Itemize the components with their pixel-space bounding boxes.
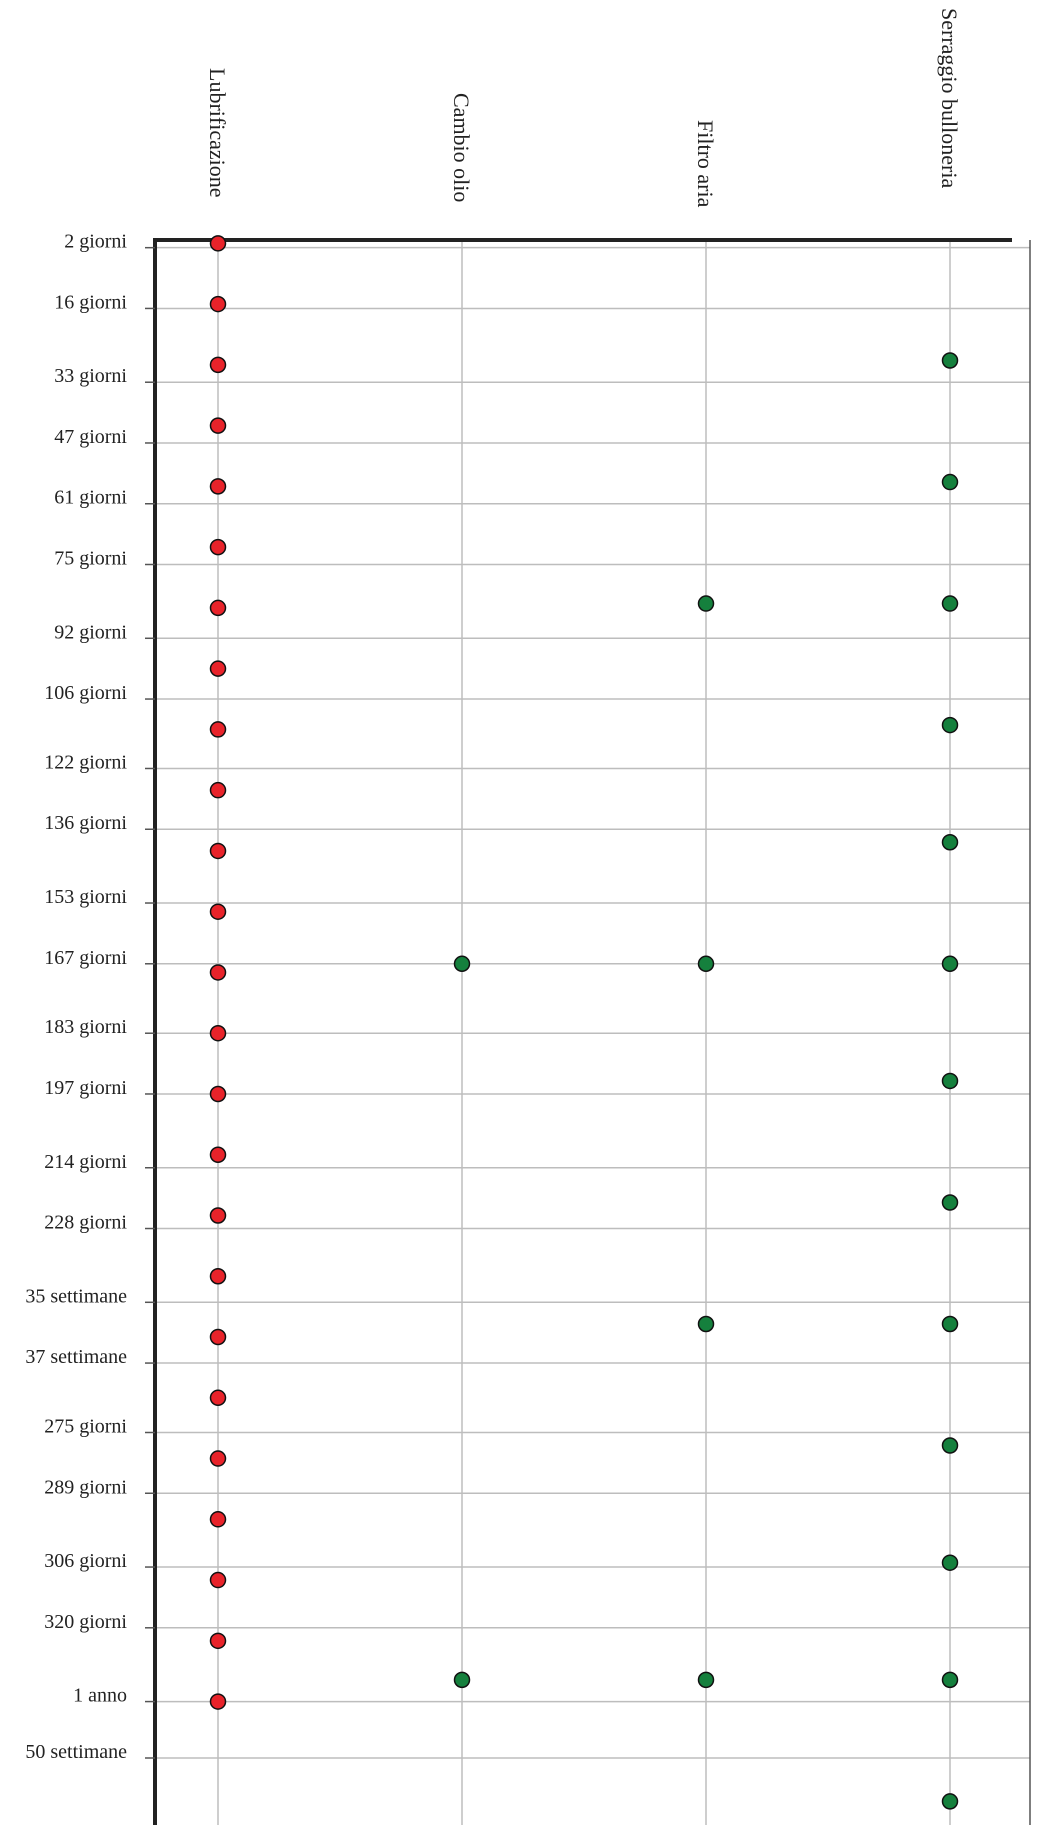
y-tick-label: 35 settimane xyxy=(25,1285,127,1307)
column-label: Lubrificazione xyxy=(205,68,230,198)
data-point xyxy=(209,356,227,374)
data-points xyxy=(209,235,959,1810)
data-point xyxy=(209,660,227,677)
plot-frame xyxy=(153,238,1031,1825)
data-point xyxy=(209,1328,227,1346)
data-point xyxy=(209,964,227,981)
data-point xyxy=(209,1389,227,1407)
y-tick-label: 122 giorni xyxy=(44,751,127,773)
data-point xyxy=(941,1072,959,1090)
data-point xyxy=(941,1315,959,1333)
y-tick-label: 153 giorni xyxy=(44,886,127,908)
data-point xyxy=(209,1693,227,1710)
y-tick-label: 50 settimane xyxy=(25,1741,127,1763)
data-point xyxy=(209,599,227,617)
data-point xyxy=(209,295,227,313)
data-point xyxy=(209,1146,227,1163)
y-tick-label: 106 giorni xyxy=(44,682,127,704)
data-point xyxy=(209,235,227,252)
data-point xyxy=(697,595,715,612)
horizontal-gridlines xyxy=(155,246,1030,1759)
data-point xyxy=(209,1085,227,1103)
y-tick-label: 16 giorni xyxy=(54,291,127,313)
data-point xyxy=(453,1671,471,1689)
data-point xyxy=(941,1671,959,1689)
data-point xyxy=(209,1268,227,1285)
data-point xyxy=(941,1194,959,1211)
data-point xyxy=(209,1024,227,1042)
data-point xyxy=(697,1315,715,1333)
data-point xyxy=(209,781,227,799)
data-point xyxy=(209,842,227,860)
y-tick-label: 320 giorni xyxy=(44,1611,127,1633)
y-tick-label: 2 giorni xyxy=(64,231,127,253)
data-point xyxy=(209,417,227,434)
data-point xyxy=(209,1511,227,1528)
y-tick-label: 228 giorni xyxy=(44,1212,127,1234)
data-point xyxy=(209,1571,227,1589)
y-tick-label: 47 giorni xyxy=(54,426,127,448)
data-point xyxy=(941,352,959,369)
data-point xyxy=(209,538,227,556)
y-tick-label: 275 giorni xyxy=(44,1416,127,1438)
column-label: Serraggio bulloneria xyxy=(937,8,962,188)
data-point xyxy=(697,1671,715,1689)
column-label: Cambio olio xyxy=(449,93,474,202)
y-tick-label: 306 giorni xyxy=(44,1550,127,1572)
y-tick-label: 92 giorni xyxy=(54,621,127,643)
y-tick-label: 183 giorni xyxy=(44,1016,127,1038)
column-labels: Lubrificazione Cambio olio Filtro aria Serr… xyxy=(205,8,962,208)
column-label: Filtro aria xyxy=(693,120,718,208)
data-point xyxy=(697,955,715,973)
data-point xyxy=(941,1437,959,1454)
y-axis-tick-labels: 2 giorni 16 giorni 33 giorni 47 giorni 61 gi… xyxy=(25,231,155,1763)
data-point xyxy=(209,1450,227,1467)
data-point xyxy=(209,903,227,920)
data-point xyxy=(209,1207,227,1224)
data-point xyxy=(941,955,959,973)
y-tick-label: 214 giorni xyxy=(44,1151,127,1173)
data-point xyxy=(941,716,959,734)
data-point xyxy=(209,721,227,738)
y-tick-label: 37 settimane xyxy=(25,1346,127,1368)
y-tick-label: 289 giorni xyxy=(44,1476,127,1498)
data-point xyxy=(941,595,959,612)
data-point xyxy=(941,1554,959,1571)
y-tick-label: 197 giorni xyxy=(44,1077,127,1099)
y-tick-label: 136 giorni xyxy=(44,812,127,834)
data-point xyxy=(941,834,959,851)
y-tick-label: 61 giorni xyxy=(54,487,127,509)
data-point xyxy=(209,1632,227,1650)
data-point xyxy=(453,955,471,973)
data-point xyxy=(941,473,959,491)
y-tick-label: 167 giorni xyxy=(44,947,127,969)
y-tick-label: 75 giorni xyxy=(54,548,127,570)
y-tick-label: 1 anno xyxy=(73,1685,127,1707)
data-point xyxy=(209,478,227,495)
data-point xyxy=(941,1793,959,1810)
y-tick-label: 33 giorni xyxy=(54,365,127,387)
